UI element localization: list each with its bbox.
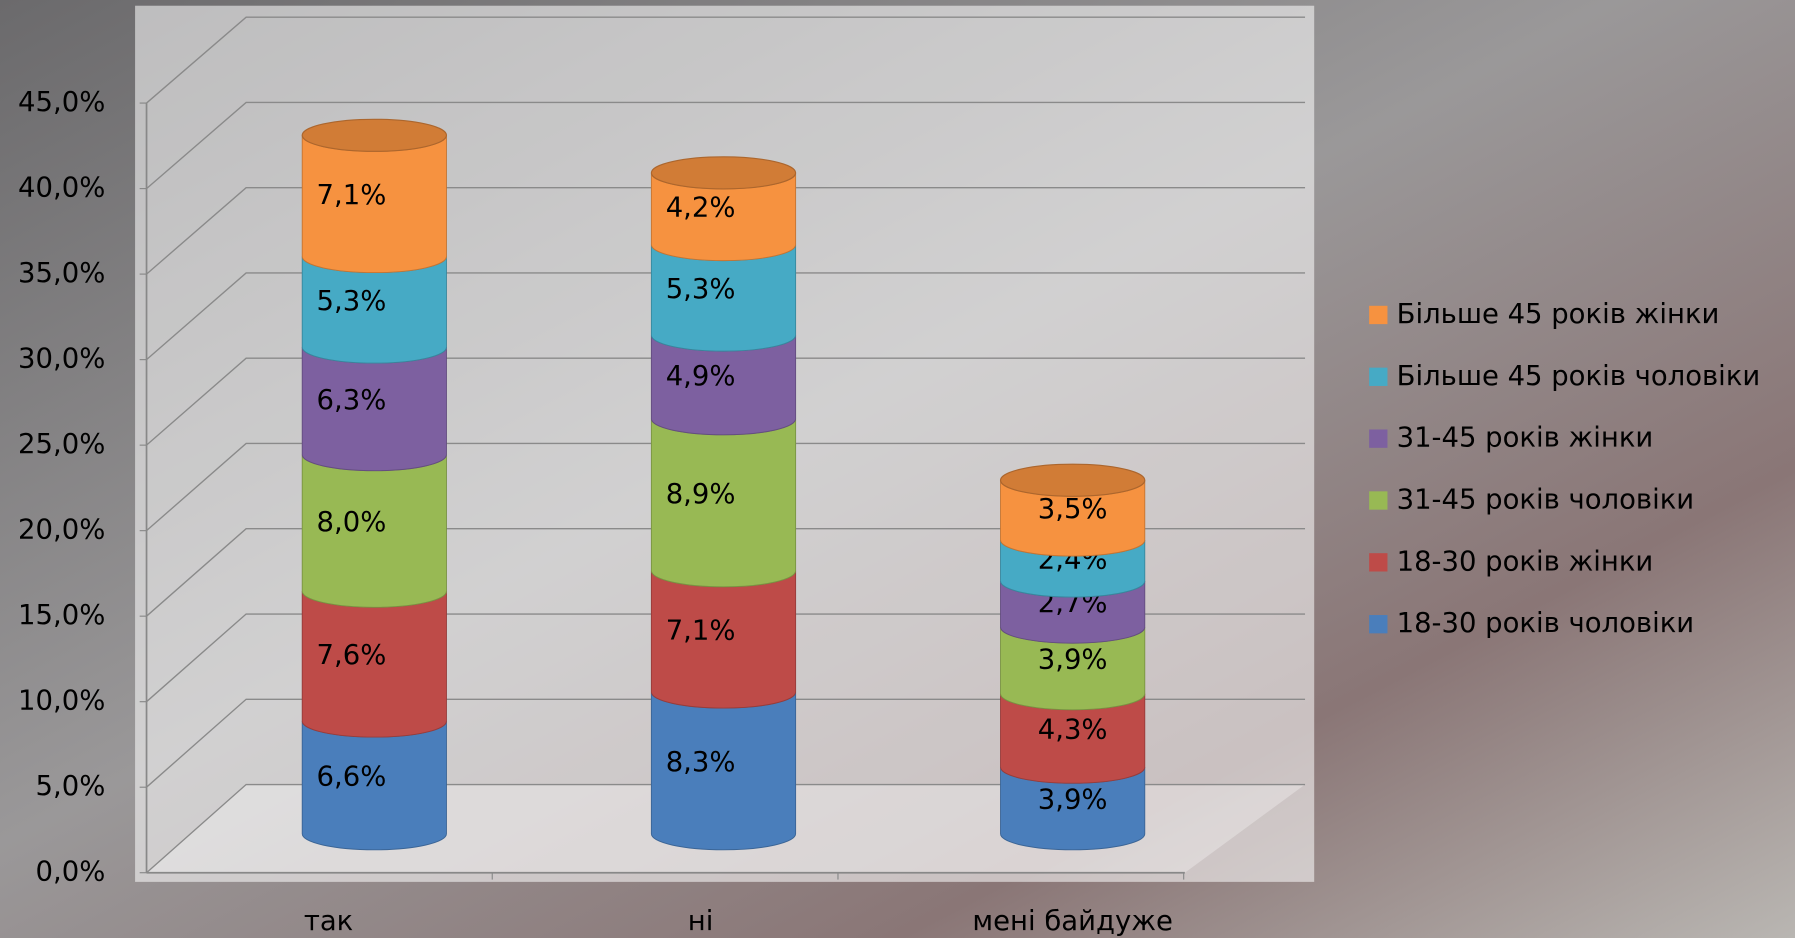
grid-line bbox=[146, 272, 1306, 361]
legend-label: 18-30 років жінки bbox=[1397, 545, 1654, 577]
grid-line bbox=[146, 357, 1306, 446]
legend-swatch bbox=[1369, 553, 1388, 572]
grid-line bbox=[146, 101, 1306, 190]
value-label: 3,5% bbox=[1038, 493, 1108, 525]
grid-line bbox=[146, 16, 1306, 104]
legend-label: 31-45 років чоловіки bbox=[1397, 483, 1695, 515]
legend-swatch bbox=[1369, 429, 1388, 448]
y-tick-label: 45,0% bbox=[18, 86, 105, 118]
y-tick-label: 35,0% bbox=[18, 257, 105, 289]
value-label: 8,3% bbox=[666, 746, 736, 778]
y-tick-label: 5,0% bbox=[36, 770, 106, 802]
x-tick-label: так bbox=[304, 905, 353, 937]
grid-line bbox=[146, 613, 1306, 703]
x-tick-label: мені байдуже bbox=[972, 905, 1172, 937]
legend-label: Більше 45 років чоловіки bbox=[1397, 360, 1761, 392]
y-tick-label: 15,0% bbox=[18, 599, 105, 631]
value-label: 8,0% bbox=[317, 506, 387, 538]
grid-line bbox=[146, 528, 1306, 617]
y-tick-label: 25,0% bbox=[18, 428, 105, 460]
grid-line bbox=[146, 698, 1306, 788]
y-tick-label: 10,0% bbox=[18, 685, 105, 717]
value-label: 8,9% bbox=[666, 478, 736, 510]
value-label: 6,3% bbox=[317, 384, 387, 416]
value-label: 3,9% bbox=[1038, 783, 1108, 815]
x-tick-label: ні bbox=[688, 905, 714, 937]
y-tick-label: 40,0% bbox=[18, 172, 105, 204]
grid-line bbox=[146, 187, 1306, 275]
grid-line bbox=[146, 783, 1306, 874]
value-label: 7,6% bbox=[317, 639, 387, 671]
value-label: 4,9% bbox=[666, 360, 736, 392]
legend-label: 31-45 років жінки bbox=[1397, 422, 1654, 454]
legend-swatch bbox=[1369, 491, 1388, 510]
legend-swatch bbox=[1369, 367, 1388, 386]
value-label: 7,1% bbox=[666, 614, 736, 646]
value-label: 4,3% bbox=[1038, 713, 1108, 745]
legend-swatch bbox=[1369, 305, 1388, 325]
legend-label: Більше 45 років жінки bbox=[1397, 298, 1720, 330]
y-tick-label: 0,0% bbox=[36, 856, 106, 888]
legend-label: 18-30 років чоловіки bbox=[1397, 607, 1695, 639]
value-label: 5,3% bbox=[317, 285, 387, 317]
y-tick-label: 20,0% bbox=[18, 514, 105, 546]
y-tick-label: 30,0% bbox=[18, 343, 105, 375]
value-label: 3,9% bbox=[1038, 643, 1108, 675]
value-label: 5,3% bbox=[666, 273, 736, 305]
value-label: 7,1% bbox=[317, 179, 387, 211]
value-label: 6,6% bbox=[317, 760, 387, 792]
bar-top bbox=[301, 118, 448, 152]
legend-swatch bbox=[1369, 615, 1388, 634]
value-label: 4,2% bbox=[666, 192, 736, 224]
grid-line bbox=[146, 442, 1306, 532]
bar-top bbox=[650, 156, 797, 190]
bar-top bbox=[999, 463, 1146, 497]
